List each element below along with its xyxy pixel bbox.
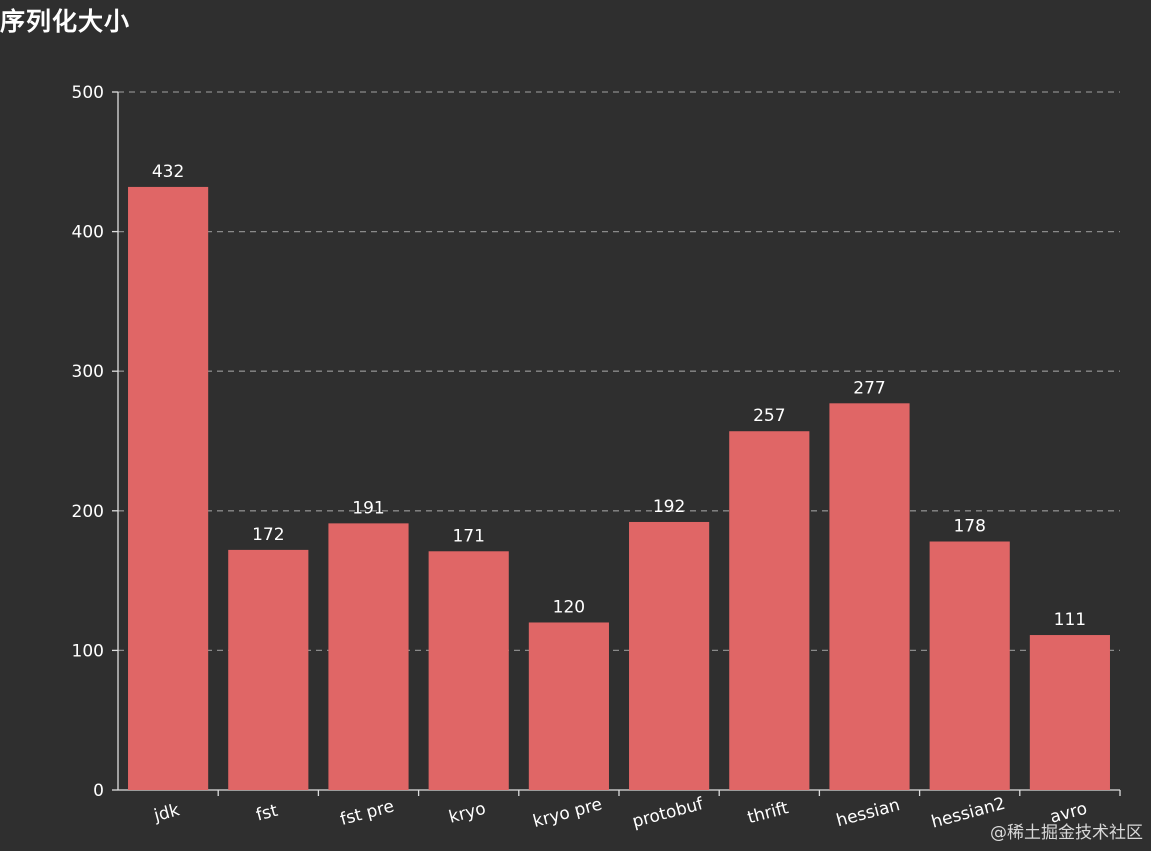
data-label: 257 bbox=[753, 406, 785, 426]
bar bbox=[528, 622, 609, 790]
bar bbox=[829, 403, 910, 790]
y-tick-label: 0 bbox=[93, 781, 104, 801]
x-tick-label: kryo pre bbox=[531, 794, 604, 832]
bar bbox=[729, 431, 810, 790]
data-label: 277 bbox=[853, 378, 885, 398]
y-tick-label: 200 bbox=[72, 502, 104, 522]
bar bbox=[128, 186, 209, 791]
x-tick-label: protobuf bbox=[630, 794, 706, 832]
y-tick-label: 500 bbox=[72, 83, 104, 103]
x-tick-label: fst pre bbox=[338, 796, 396, 829]
bar bbox=[929, 541, 1010, 790]
x-tick-label: hessian bbox=[834, 795, 902, 831]
bar bbox=[428, 551, 509, 790]
data-label: 432 bbox=[152, 162, 184, 182]
x-tick-label: jdk bbox=[151, 800, 182, 826]
x-tick-label: thrift bbox=[745, 798, 791, 828]
data-label: 120 bbox=[553, 597, 585, 617]
y-tick-label: 300 bbox=[72, 362, 104, 382]
data-label: 171 bbox=[452, 526, 484, 546]
bar bbox=[228, 549, 309, 790]
data-labels: 432 172 191 171 120 192 257 277 178 111 bbox=[152, 162, 1086, 630]
data-label: 111 bbox=[1054, 610, 1086, 630]
x-tick-label: kryo bbox=[447, 799, 488, 828]
chart-title: 序列化大小 bbox=[0, 7, 131, 36]
bars bbox=[128, 186, 1110, 791]
data-label: 172 bbox=[252, 525, 284, 545]
bar bbox=[1029, 635, 1110, 790]
y-tick-label: 100 bbox=[72, 641, 104, 661]
bar bbox=[328, 523, 409, 790]
data-label: 192 bbox=[653, 497, 685, 517]
y-tick-label: 400 bbox=[72, 223, 104, 243]
data-label: 191 bbox=[352, 498, 384, 518]
data-label: 178 bbox=[953, 517, 985, 537]
x-tick-label: fst bbox=[254, 801, 280, 826]
watermark: @稀土掘金技术社区 bbox=[990, 823, 1143, 843]
bar bbox=[629, 521, 710, 790]
